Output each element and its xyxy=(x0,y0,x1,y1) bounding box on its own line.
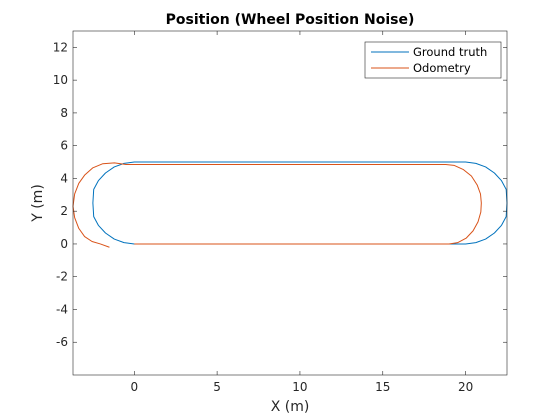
y-tick-label: 4 xyxy=(60,171,68,185)
y-axis-label: Y (m) xyxy=(30,184,46,223)
chart-title: Position (Wheel Position Noise) xyxy=(166,12,415,28)
x-tick-label: 15 xyxy=(375,380,390,394)
y-tick-label: -6 xyxy=(56,335,68,349)
series-line-odometry xyxy=(72,162,482,248)
x-axis-label: X (m) xyxy=(271,399,310,415)
y-tick-label: 8 xyxy=(60,106,68,120)
series-layer xyxy=(72,161,508,248)
x-tick-label: 0 xyxy=(130,380,138,394)
y-tick-label: 0 xyxy=(60,237,68,251)
legend-label-ground-truth: Ground truth xyxy=(413,45,487,59)
y-tick-label: 10 xyxy=(53,73,68,87)
y-tick-label: 6 xyxy=(60,139,68,153)
y-axis-ticks: -6 -4 -2 0 2 4 6 8 10 12 xyxy=(53,40,507,349)
y-tick-label: -2 xyxy=(56,270,68,284)
series-line-ground-truth xyxy=(92,161,508,245)
legend: Ground truth Odometry xyxy=(364,41,502,79)
plot-area xyxy=(73,31,507,375)
x-axis-ticks: 0 5 10 15 20 xyxy=(130,31,473,394)
x-tick-label: 20 xyxy=(458,380,473,394)
y-tick-label: 12 xyxy=(53,40,68,54)
y-tick-label: 2 xyxy=(60,204,68,218)
legend-box xyxy=(364,41,502,79)
x-tick-label: 10 xyxy=(292,380,307,394)
legend-label-odometry: Odometry xyxy=(413,61,471,75)
y-tick-label: -4 xyxy=(56,302,68,316)
x-tick-label: 5 xyxy=(213,380,221,394)
plot-frame xyxy=(72,30,508,376)
